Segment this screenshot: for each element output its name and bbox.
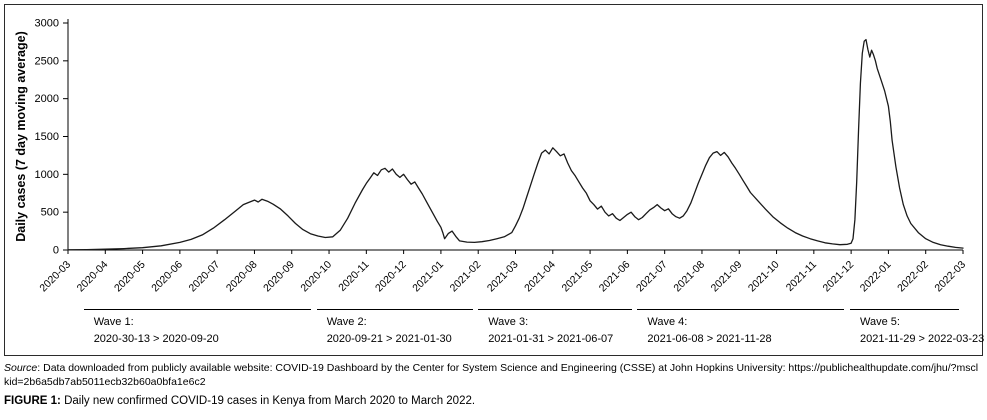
svg-text:2021-03: 2021-03 [485, 259, 521, 295]
wave-label: Wave 2: [326, 316, 367, 328]
svg-text:2021-02: 2021-02 [448, 259, 484, 295]
wave-annotation: Wave 5: 2021-11-29 > 2022-03-23 [850, 309, 985, 347]
svg-text:2021-01: 2021-01 [410, 259, 446, 295]
svg-text:2020-09: 2020-09 [261, 259, 297, 295]
svg-text:2020-04: 2020-04 [75, 259, 111, 295]
wave-label: Wave 4: [647, 316, 688, 328]
wave-date-range: 2021-11-29 > 2022-03-23 [860, 332, 985, 345]
source-label: Source [4, 362, 38, 374]
wave-annotation: Wave 2: 2020-09-21 > 2021-01-30 [316, 309, 474, 347]
svg-text:2021-09: 2021-09 [709, 259, 745, 295]
svg-text:2021-06: 2021-06 [597, 259, 633, 295]
svg-text:2022-02: 2022-02 [895, 259, 931, 295]
svg-text:2021-05: 2021-05 [559, 259, 595, 295]
svg-text:2020-12: 2020-12 [373, 259, 409, 295]
svg-text:2020-05: 2020-05 [112, 259, 148, 295]
wave-annotation: Wave 1: 2020-30-13 > 2020-09-20 [83, 309, 312, 347]
svg-text:2021-04: 2021-04 [522, 259, 558, 295]
source-text: : Data downloaded from publicly availabl… [4, 362, 979, 389]
wave-date-range: 2021-06-08 > 2021-11-28 [647, 332, 772, 345]
svg-text:Daily cases (7 day moving aver: Daily cases (7 day moving average) [14, 31, 28, 242]
wave-label: Wave 5: [860, 316, 900, 328]
svg-text:2020-10: 2020-10 [298, 259, 334, 295]
figure-caption: FIGURE 1: Daily new confirmed COVID-19 c… [4, 395, 983, 407]
svg-text:2020-06: 2020-06 [149, 259, 185, 295]
wave-annotations-row: Wave 1: 2020-30-13 > 2020-09-20 Wave 2: 202… [5, 309, 985, 355]
source-note: Source: Data downloaded from publicly av… [4, 361, 983, 389]
wave-annotation: Wave 3: 2021-01-31 > 2021-06-07 [478, 309, 632, 347]
svg-text:1500: 1500 [35, 131, 59, 143]
svg-text:2021-07: 2021-07 [634, 259, 670, 295]
svg-text:2020-07: 2020-07 [187, 259, 223, 295]
svg-text:2022-01: 2022-01 [858, 259, 894, 295]
svg-text:1000: 1000 [35, 169, 59, 181]
svg-text:2021-08: 2021-08 [671, 259, 707, 295]
svg-text:2020-08: 2020-08 [224, 259, 260, 295]
wave-label: Wave 3: [488, 316, 529, 328]
wave-date-range: 2020-09-21 > 2021-01-30 [326, 332, 452, 345]
svg-text:0: 0 [53, 245, 59, 257]
svg-text:2020-03: 2020-03 [37, 259, 73, 295]
svg-text:2022-03: 2022-03 [932, 259, 968, 295]
wave-annotation: Wave 4: 2021-06-08 > 2021-11-28 [637, 309, 845, 347]
svg-text:500: 500 [41, 207, 59, 219]
wave-label: Wave 1: [93, 316, 134, 328]
wave-date-range: 2021-01-31 > 2021-06-07 [488, 332, 614, 345]
wave-date-range: 2020-30-13 > 2020-09-20 [93, 332, 219, 345]
svg-text:2021-11: 2021-11 [784, 259, 819, 294]
figure: 0 500 1000 1500 2000 2500 3000 2020-03 2020-04 20… [4, 4, 985, 407]
figure-caption-label: FIGURE 1: [4, 395, 61, 408]
figure-caption-text: Daily new confirmed COVID-19 cases in Ke… [64, 395, 476, 408]
svg-text:2020-11: 2020-11 [336, 259, 371, 294]
svg-text:3000: 3000 [35, 18, 59, 30]
svg-text:2000: 2000 [35, 93, 59, 105]
svg-text:2021-10: 2021-10 [746, 259, 782, 295]
svg-text:2021-12: 2021-12 [821, 259, 857, 295]
svg-text:2500: 2500 [35, 55, 59, 67]
chart-box: 0 500 1000 1500 2000 2500 3000 2020-03 2020-04 20… [4, 4, 985, 356]
